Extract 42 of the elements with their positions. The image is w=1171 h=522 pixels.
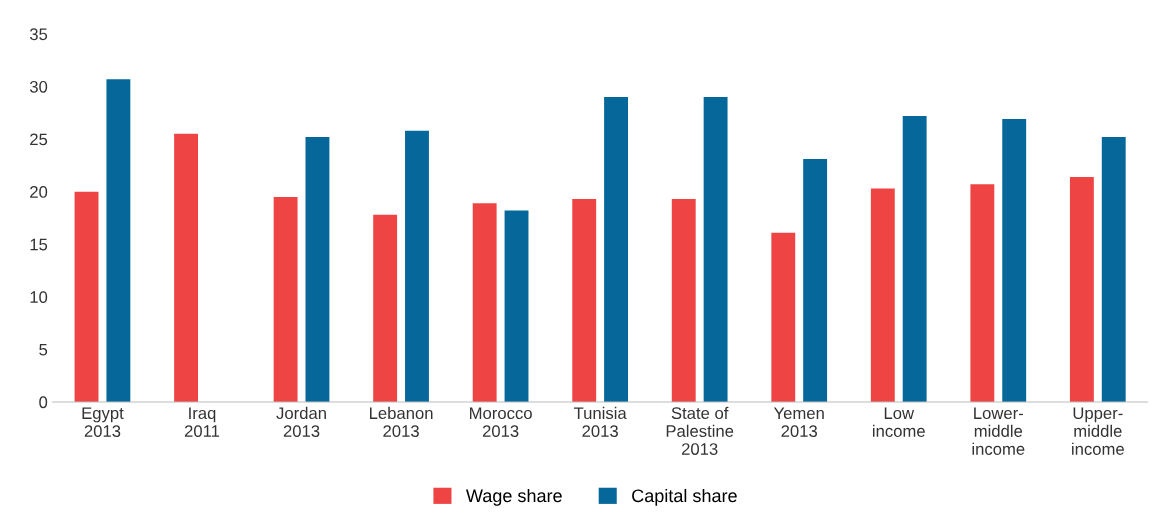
y-tick-label: 10 xyxy=(30,291,48,303)
bar xyxy=(305,136,330,402)
bar xyxy=(604,97,629,402)
x-tick-label: Egypt 2013 xyxy=(82,407,124,437)
bar xyxy=(1002,119,1027,402)
bar xyxy=(174,133,199,402)
bar xyxy=(771,232,796,402)
x-tick-label: Low income xyxy=(873,407,925,437)
x-tick-label: Upper- middle income xyxy=(1072,407,1124,455)
bar xyxy=(803,159,828,402)
bar xyxy=(902,115,927,402)
bar xyxy=(870,188,895,402)
x-tick-label: Tunisia 2013 xyxy=(573,406,627,437)
bar xyxy=(703,97,728,402)
bar xyxy=(1101,136,1126,402)
bar xyxy=(970,184,995,402)
y-tick-label: 25 xyxy=(30,133,48,146)
x-tick-label: Lebanon 2013 xyxy=(370,406,433,437)
y-tick-label: 20 xyxy=(30,186,48,198)
bar xyxy=(572,199,597,402)
legend-label: Wage share xyxy=(466,488,562,506)
x-tick-label: Yemen 2013 xyxy=(773,407,824,437)
bar xyxy=(106,79,131,402)
legend-label: Capital share xyxy=(632,488,737,506)
y-tick-label: 15 xyxy=(30,238,48,251)
x-tick-label: Morocco 2013 xyxy=(470,407,532,437)
y-tick-label: 30 xyxy=(29,80,48,93)
y-tick-label: 5 xyxy=(39,343,48,356)
x-tick-label: Jordan 2013 xyxy=(276,406,326,437)
bar xyxy=(273,196,298,402)
x-tick-label: Iraq 2011 xyxy=(184,407,220,437)
bar xyxy=(504,210,529,402)
bar xyxy=(405,130,429,402)
bar xyxy=(472,203,497,402)
bar xyxy=(74,191,99,402)
x-tick-label: State of Palestine 2013 xyxy=(666,406,734,455)
bar xyxy=(373,214,398,402)
bar xyxy=(671,199,696,402)
y-tick-label: 35 xyxy=(29,28,48,41)
x-tick-label: Lower- middle income xyxy=(972,407,1025,455)
bar xyxy=(1069,176,1094,402)
y-tick-label: 0 xyxy=(39,396,48,409)
